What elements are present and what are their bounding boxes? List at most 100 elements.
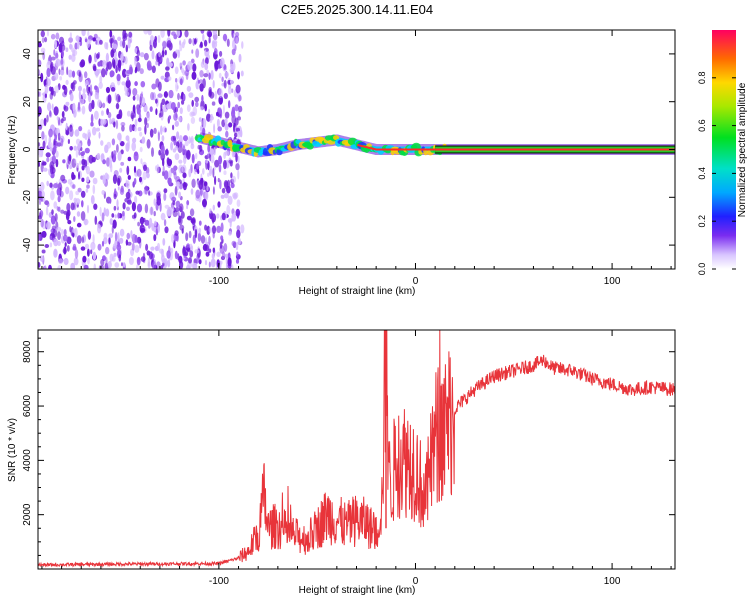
snr-line-layer bbox=[38, 330, 675, 568]
noise-speckle bbox=[149, 106, 153, 112]
noise-speckle bbox=[194, 249, 200, 254]
noise-speckle bbox=[183, 181, 186, 187]
noise-speckle bbox=[66, 202, 71, 212]
noise-speckle bbox=[221, 251, 226, 260]
noise-speckle bbox=[128, 31, 133, 38]
noise-speckle bbox=[73, 257, 79, 266]
snr-y-tick-label: 6000 bbox=[22, 394, 33, 417]
noise-speckle bbox=[131, 141, 136, 152]
noise-speckle bbox=[236, 229, 241, 239]
noise-speckle bbox=[197, 232, 202, 242]
noise-speckle bbox=[75, 198, 81, 205]
noise-speckle bbox=[125, 180, 130, 189]
noise-speckle bbox=[134, 81, 138, 87]
noise-speckle bbox=[219, 179, 222, 190]
noise-speckle bbox=[178, 191, 182, 199]
noise-speckle bbox=[230, 182, 235, 189]
noise-speckle bbox=[66, 66, 69, 76]
noise-speckle bbox=[40, 30, 45, 38]
noise-speckle bbox=[164, 226, 169, 234]
noise-speckle bbox=[87, 30, 90, 37]
noise-speckle bbox=[87, 129, 91, 139]
noise-speckle bbox=[230, 63, 234, 70]
noise-speckle bbox=[116, 73, 121, 82]
noise-speckle bbox=[73, 80, 77, 85]
noise-speckle bbox=[233, 122, 236, 128]
noise-speckle bbox=[166, 208, 171, 217]
noise-speckle bbox=[179, 203, 184, 213]
noise-speckle bbox=[221, 119, 226, 128]
noise-speckle bbox=[214, 159, 220, 168]
noise-speckle bbox=[109, 198, 112, 204]
noise-speckle bbox=[139, 216, 145, 225]
noise-speckle bbox=[50, 164, 54, 175]
noise-speckle bbox=[158, 149, 162, 156]
noise-speckle bbox=[75, 35, 80, 42]
noise-speckle bbox=[110, 38, 113, 49]
noise-speckle bbox=[126, 199, 132, 205]
noise-speckle bbox=[137, 221, 141, 227]
noise-speckle bbox=[122, 68, 127, 78]
noise-speckle bbox=[109, 155, 113, 164]
noise-speckle bbox=[38, 233, 41, 242]
noise-speckle bbox=[235, 258, 240, 264]
noise-speckle bbox=[182, 60, 186, 66]
noise-speckle bbox=[100, 118, 104, 126]
noise-speckle bbox=[201, 94, 204, 103]
noise-speckle bbox=[142, 171, 147, 181]
noise-speckle bbox=[174, 66, 179, 75]
noise-speckle bbox=[153, 211, 156, 217]
noise-speckle bbox=[157, 131, 160, 142]
noise-speckle bbox=[82, 255, 87, 263]
noise-speckle bbox=[208, 235, 211, 245]
noise-speckle bbox=[223, 151, 227, 160]
noise-speckle bbox=[136, 168, 142, 177]
noise-speckle bbox=[153, 198, 156, 206]
noise-speckle bbox=[70, 82, 74, 90]
noise-speckle bbox=[191, 99, 194, 107]
noise-speckle bbox=[235, 163, 240, 171]
noise-speckle bbox=[238, 53, 242, 63]
noise-speckle bbox=[151, 50, 155, 60]
noise-speckle bbox=[186, 104, 191, 112]
snr-x-tick-label: 100 bbox=[604, 576, 621, 587]
noise-speckle bbox=[178, 116, 182, 122]
noise-speckle bbox=[161, 135, 165, 142]
noise-speckle bbox=[127, 40, 131, 49]
noise-speckle bbox=[160, 125, 163, 135]
noise-speckle bbox=[209, 165, 213, 175]
noise-speckle bbox=[144, 125, 147, 135]
noise-speckle bbox=[89, 90, 93, 96]
noise-speckle bbox=[149, 128, 154, 138]
noise-speckle bbox=[199, 83, 204, 92]
noise-speckle bbox=[57, 132, 61, 141]
noise-speckle bbox=[106, 141, 112, 149]
noise-speckle bbox=[174, 146, 179, 151]
noise-speckle bbox=[41, 249, 46, 254]
noise-speckle bbox=[168, 115, 172, 120]
noise-speckle bbox=[74, 42, 78, 50]
noise-speckle bbox=[216, 251, 221, 258]
snr-series-line bbox=[38, 330, 675, 568]
noise-speckle bbox=[109, 70, 115, 77]
colorbar-tick-label: 0.6 bbox=[697, 119, 707, 132]
noise-speckle bbox=[117, 151, 122, 161]
noise-speckle bbox=[241, 41, 244, 49]
noise-speckle bbox=[125, 191, 131, 199]
noise-speckle bbox=[232, 39, 236, 50]
noise-speckle bbox=[76, 162, 80, 168]
noise-speckle bbox=[186, 215, 192, 221]
noise-speckle bbox=[232, 33, 235, 42]
noise-speckle bbox=[44, 93, 48, 99]
noise-speckle bbox=[69, 190, 74, 201]
noise-speckle bbox=[48, 141, 51, 149]
noise-speckle bbox=[120, 53, 124, 62]
noise-speckle bbox=[65, 79, 69, 86]
noise-speckle bbox=[167, 177, 172, 185]
noise-speckle bbox=[151, 261, 157, 269]
noise-speckle bbox=[163, 170, 169, 180]
noise-speckle bbox=[57, 265, 62, 269]
noise-speckle bbox=[203, 39, 208, 47]
noise-speckle bbox=[112, 174, 118, 185]
noise-speckle bbox=[210, 113, 213, 119]
